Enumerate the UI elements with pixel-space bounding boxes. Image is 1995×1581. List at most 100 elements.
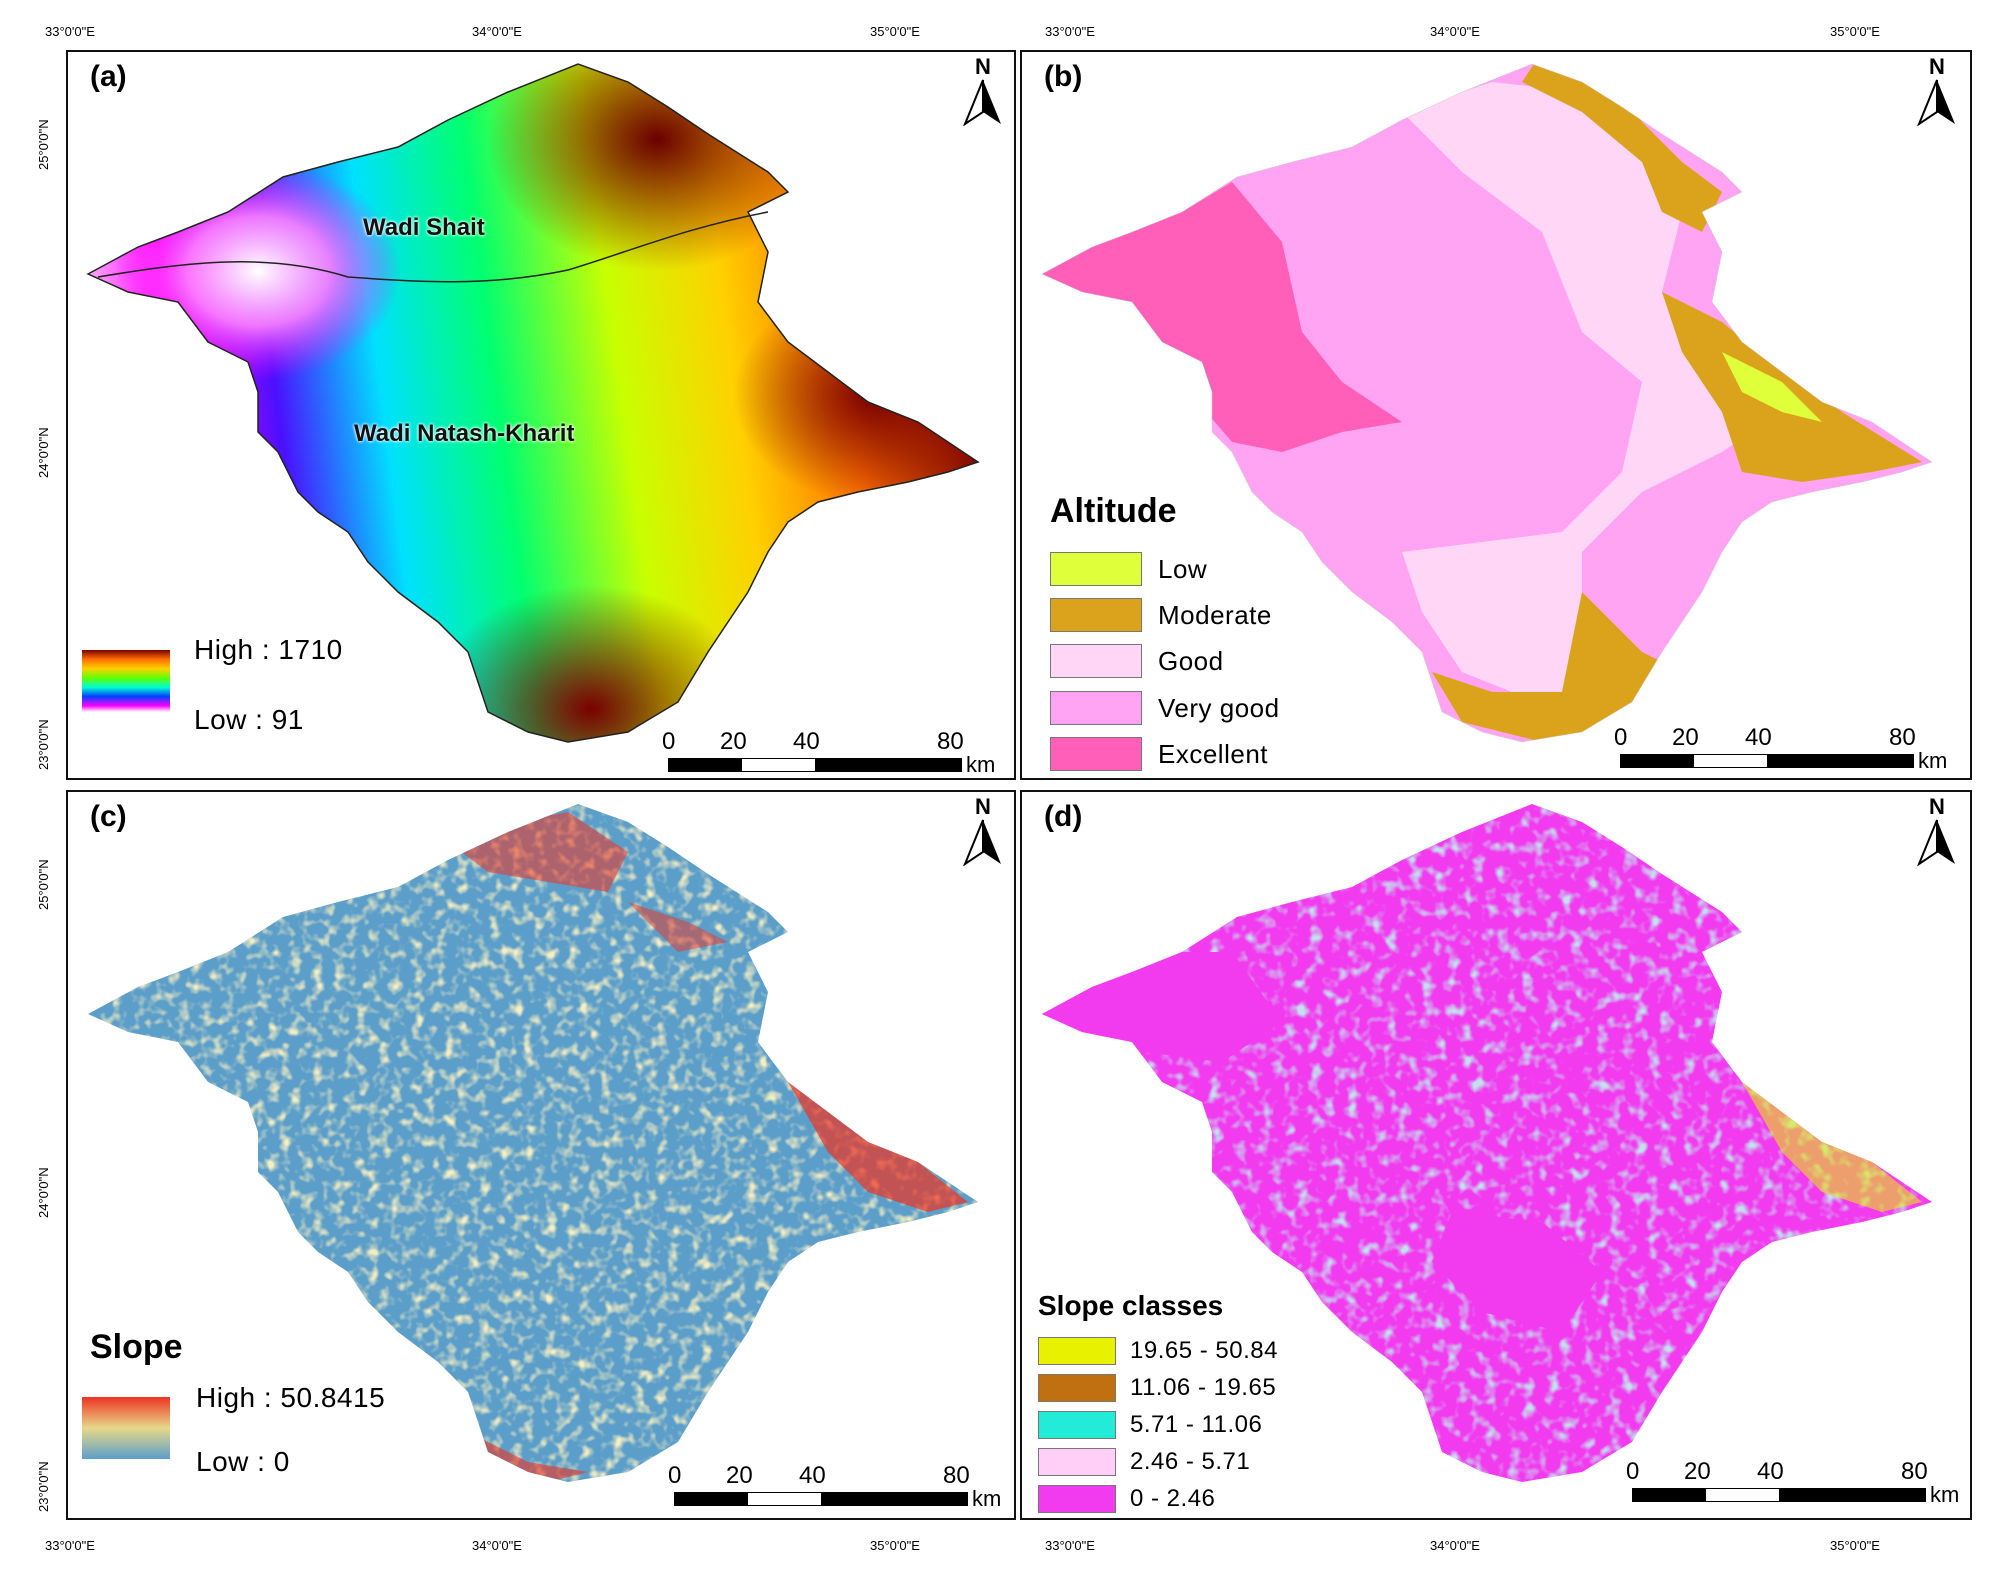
lat-label-25-c: 25°0'0"N [36, 859, 51, 910]
slope-class-legend-11-06-19-65: 11.06 - 19.65 [1038, 1374, 1276, 1402]
scale-bar: 0 20 40 80 km [668, 1462, 1008, 1512]
legend-swatch [1038, 1411, 1116, 1439]
scale-tick-40: 40 [793, 728, 820, 755]
scale-bar: 0 20 40 80 km [1626, 1458, 1966, 1508]
legend-label: Very good [1158, 692, 1280, 723]
north-arrow-label: N [975, 54, 991, 79]
legend-label: 19.65 - 50.84 [1130, 1337, 1278, 1364]
slope-class-legend-19-65-50-84: 19.65 - 50.84 [1038, 1337, 1278, 1365]
elevation-legend-low: Low : 91 [194, 704, 304, 735]
scale-tick-20: 20 [720, 728, 747, 755]
lon-label-33-b: 33°0'0"E [1045, 24, 1095, 39]
legend-swatch [1050, 552, 1142, 586]
legend-label: 5.71 - 11.06 [1130, 1411, 1263, 1438]
lon-label-35-bottom: 35°0'0"E [870, 1538, 920, 1553]
legend-label: 2.46 - 5.71 [1130, 1448, 1251, 1475]
lon-label-35-bottom-b: 35°0'0"E [1830, 1538, 1880, 1553]
scale-tick-0: 0 [668, 1462, 682, 1489]
scale-tick-0: 0 [1626, 1458, 1640, 1485]
scale-unit: km [1930, 1482, 1960, 1507]
panel-d-slope-classes: (d) N Slope classes 19.65 - 50.84 11.06 … [1020, 790, 1972, 1520]
north-arrow: N [958, 794, 1008, 867]
lon-label-35-b: 35°0'0"E [1830, 24, 1880, 39]
panel-d-label: (d) [1044, 800, 1083, 833]
lon-label-33-bottom-b: 33°0'0"E [1045, 1538, 1095, 1553]
altitude-legend-low: Low [1050, 552, 1207, 586]
legend-swatch [1050, 598, 1142, 632]
scale-tick-40: 40 [1757, 1458, 1784, 1485]
scale-bar: 0 20 40 80 km [1614, 724, 1954, 774]
north-arrow-icon [962, 79, 1001, 127]
scale-unit: km [972, 1486, 1002, 1511]
slope-legend-high: High : 50.8415 [196, 1382, 386, 1413]
elevation-map [82, 63, 979, 743]
lat-label-23-c: 23°0'0"N [36, 1461, 51, 1512]
lon-label-34: 34°0'0"E [472, 24, 522, 39]
altitude-legend-title: Altitude [1050, 492, 1177, 530]
altitude-legend-very-good: Very good [1050, 691, 1280, 725]
panel-a-label: (a) [90, 60, 127, 93]
legend-label: Good [1158, 645, 1224, 676]
legend-label: Moderate [1158, 599, 1272, 630]
north-arrow-label: N [975, 794, 991, 819]
north-arrow: N [958, 54, 1008, 127]
scale-tick-40: 40 [799, 1462, 826, 1489]
scale-tick-0: 0 [1614, 724, 1628, 751]
slope-classes-legend-title: Slope classes [1038, 1290, 1224, 1321]
slope-class-legend-2-46-5-71: 2.46 - 5.71 [1038, 1448, 1250, 1476]
lat-label-25: 25°0'0"N [36, 119, 51, 170]
altitude-legend-good: Good [1050, 644, 1224, 678]
scale-unit: km [1918, 748, 1948, 773]
lat-label-23: 23°0'0"N [36, 719, 51, 770]
legend-swatch [1050, 644, 1142, 678]
legend-swatch [1038, 1448, 1116, 1476]
panel-a-elevation: (a) N Wadi Shait Wadi Natash-Kharit High… [66, 50, 1016, 780]
scale-tick-20: 20 [1684, 1458, 1711, 1485]
lat-label-24: 24°0'0"N [36, 427, 51, 478]
north-arrow-label: N [1929, 54, 1945, 79]
slope-legend-title: Slope [90, 1328, 183, 1366]
legend-label: Excellent [1158, 738, 1268, 769]
north-arrow-icon [962, 819, 1001, 867]
scale-tick-0: 0 [662, 728, 676, 755]
scale-tick-40: 40 [1745, 724, 1772, 751]
scale-tick-80: 80 [937, 728, 964, 755]
legend-label: Low [1158, 553, 1208, 584]
scale-bar: 0 20 40 80 km [662, 728, 1002, 778]
lon-label-33-bottom: 33°0'0"E [45, 1538, 95, 1553]
legend-swatch [1050, 691, 1142, 725]
lon-label-34-bottom: 34°0'0"E [472, 1538, 522, 1553]
north-arrow-icon [1916, 819, 1955, 867]
lon-label-35: 35°0'0"E [870, 24, 920, 39]
panel-c-slope: (c) N Slope High : 50.8415 Low : 0 0 20 … [66, 790, 1016, 1520]
north-arrow-label: N [1929, 794, 1945, 819]
scale-tick-80: 80 [1889, 724, 1916, 751]
lon-label-34-bottom-b: 34°0'0"E [1430, 1538, 1480, 1553]
scale-tick-80: 80 [943, 1462, 970, 1489]
elevation-legend-ramp [82, 650, 170, 712]
panel-b-label: (b) [1044, 60, 1083, 93]
altitude-legend-excellent: Excellent [1050, 737, 1268, 771]
slope-legend-low: Low : 0 [196, 1446, 290, 1477]
legend-swatch [1050, 737, 1142, 771]
lon-label-33: 33°0'0"E [45, 24, 95, 39]
lat-label-24-c: 24°0'0"N [36, 1167, 51, 1218]
slope-class-legend-5-71-11-06: 5.71 - 11.06 [1038, 1411, 1262, 1439]
scale-tick-20: 20 [1672, 724, 1699, 751]
panel-c-label: (c) [90, 800, 127, 833]
lon-label-34-b: 34°0'0"E [1430, 24, 1480, 39]
panel-b-altitude: (b) N Altitude Low Moderate Good Very go… [1020, 50, 1972, 780]
legend-label: 11.06 - 19.65 [1130, 1374, 1277, 1401]
scale-tick-20: 20 [726, 1462, 753, 1489]
region-label-wadi-natash-kharit: Wadi Natash-Kharit [354, 420, 575, 447]
legend-swatch [1038, 1485, 1116, 1513]
legend-label: 0 - 2.46 [1130, 1485, 1216, 1512]
slope-map [82, 804, 978, 1482]
north-arrow: N [1912, 54, 1962, 127]
scale-tick-80: 80 [1901, 1458, 1928, 1485]
elevation-legend-high: High : 1710 [194, 634, 343, 665]
slope-class-legend-0-2-46: 0 - 2.46 [1038, 1485, 1215, 1513]
altitude-map [1041, 63, 1933, 743]
north-arrow: N [1912, 794, 1962, 867]
slope-legend-ramp [82, 1397, 170, 1459]
